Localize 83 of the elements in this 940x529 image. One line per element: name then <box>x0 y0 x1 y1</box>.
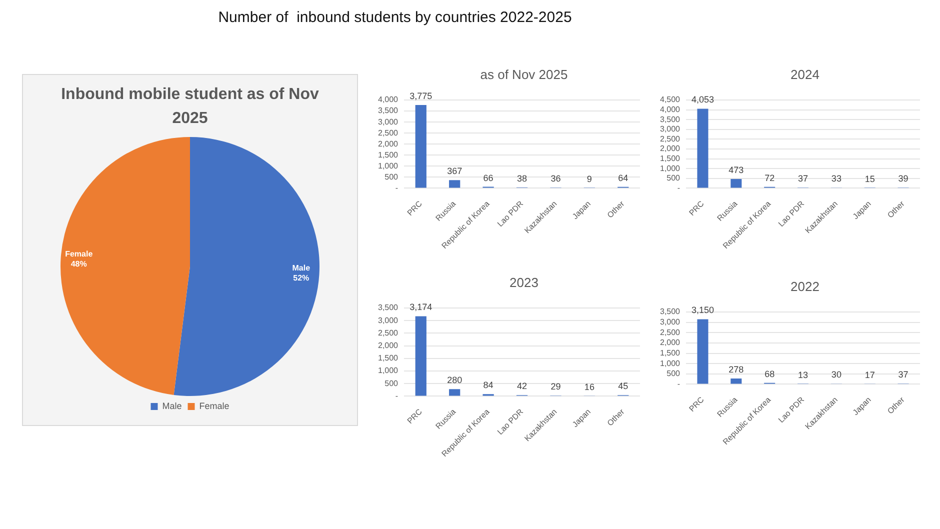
y-tick-label: 500 <box>384 378 399 388</box>
data-label: 84 <box>483 380 494 390</box>
slice-label: Male <box>292 264 311 273</box>
data-label: 280 <box>447 375 462 386</box>
data-label: 72 <box>764 172 775 183</box>
y-tick-label: 2,000 <box>660 144 681 154</box>
y-tick-label: 2,500 <box>660 134 681 144</box>
bar <box>730 378 742 384</box>
chart-title: 2024 <box>790 66 820 84</box>
y-tick-label: 3,500 <box>660 307 681 316</box>
y-tick-label: 2,000 <box>660 338 681 348</box>
data-label: 36 <box>550 173 561 184</box>
y-tick-label: 500 <box>384 172 399 182</box>
y-tick-label: 2,000 <box>378 139 399 148</box>
data-label: 52% <box>293 274 310 283</box>
chart-title: 2022 <box>790 278 820 296</box>
data-label: 33 <box>831 174 842 184</box>
y-tick-label: - <box>395 391 398 400</box>
y-tick-label: 4,500 <box>660 95 681 104</box>
y-tick-label: 3,500 <box>378 303 399 312</box>
data-label: 42 <box>517 381 528 392</box>
data-label: 37 <box>898 369 908 380</box>
y-tick-label: 2,500 <box>378 128 399 138</box>
data-label: 48% <box>70 260 87 269</box>
data-label: 45 <box>618 381 628 392</box>
data-label: 38 <box>517 173 528 184</box>
y-tick-label: 500 <box>666 174 681 183</box>
text: Number of inbound students by countries 2022-2025 <box>217 8 573 28</box>
y-tick-label: 4,000 <box>378 95 399 104</box>
data-label: 16 <box>584 382 594 392</box>
bar <box>449 180 460 188</box>
data-label: 37 <box>798 174 808 184</box>
y-tick-label: - <box>677 183 680 192</box>
y-tick-label: - <box>395 183 398 192</box>
data-label: 64 <box>618 172 628 183</box>
data-label: 39 <box>898 173 908 184</box>
y-tick-label: 3,500 <box>660 114 681 124</box>
data-label: 278 <box>728 364 744 374</box>
y-tick-label: 3,000 <box>660 318 681 327</box>
y-tick-label: 1,500 <box>378 150 399 160</box>
bar <box>415 104 426 188</box>
y-tick-label: 1,500 <box>378 354 399 363</box>
bar <box>697 108 708 188</box>
y-tick-label: 3,000 <box>378 117 399 126</box>
data-label: 3,174 <box>410 302 432 312</box>
y-tick-label: - <box>677 379 680 388</box>
chart-title: 2023 <box>508 274 540 292</box>
y-tick-label: 3,000 <box>660 124 681 134</box>
data-label: 66 <box>483 172 494 183</box>
data-label: 30 <box>831 370 842 380</box>
y-tick-label: 1,000 <box>378 161 399 170</box>
y-tick-label: 2,000 <box>378 341 399 350</box>
bar <box>730 178 742 188</box>
y-tick-label: 1,500 <box>660 154 681 164</box>
y-tick-label: 4,000 <box>660 105 681 114</box>
y-tick-label: 1,500 <box>660 348 681 358</box>
y-tick-label: 2,500 <box>660 328 681 337</box>
y-tick-label: 3,000 <box>378 316 399 325</box>
y-tick-label: 3,500 <box>378 106 399 116</box>
chart-title: Inbound mobile student as of Nov 2025 <box>60 85 320 129</box>
data-label: 473 <box>728 164 744 175</box>
chart-title: as of Nov 2025 <box>479 66 569 84</box>
y-tick-label: 1,000 <box>378 366 399 376</box>
y-tick-label: 1,000 <box>660 358 681 368</box>
data-label: 3,775 <box>410 90 432 101</box>
data-label: 17 <box>864 370 875 380</box>
bar <box>449 389 460 396</box>
data-label: 9 <box>586 174 592 184</box>
data-label: 4,053 <box>691 94 714 105</box>
bar <box>697 319 708 384</box>
data-label: 367 <box>447 166 462 176</box>
data-label: 3,150 <box>691 305 714 316</box>
data-label: 15 <box>864 174 875 184</box>
slice-label: Female <box>65 250 94 259</box>
data-label: 13 <box>798 370 808 380</box>
data-label: 68 <box>764 368 775 379</box>
y-tick-label: 2,500 <box>378 328 399 338</box>
data-label: 29 <box>550 381 561 392</box>
y-tick-label: 500 <box>666 369 681 378</box>
legend-label: Female <box>199 400 230 411</box>
legend-label: Male <box>162 400 182 411</box>
bar <box>415 316 426 396</box>
y-tick-label: 1,000 <box>660 164 681 173</box>
